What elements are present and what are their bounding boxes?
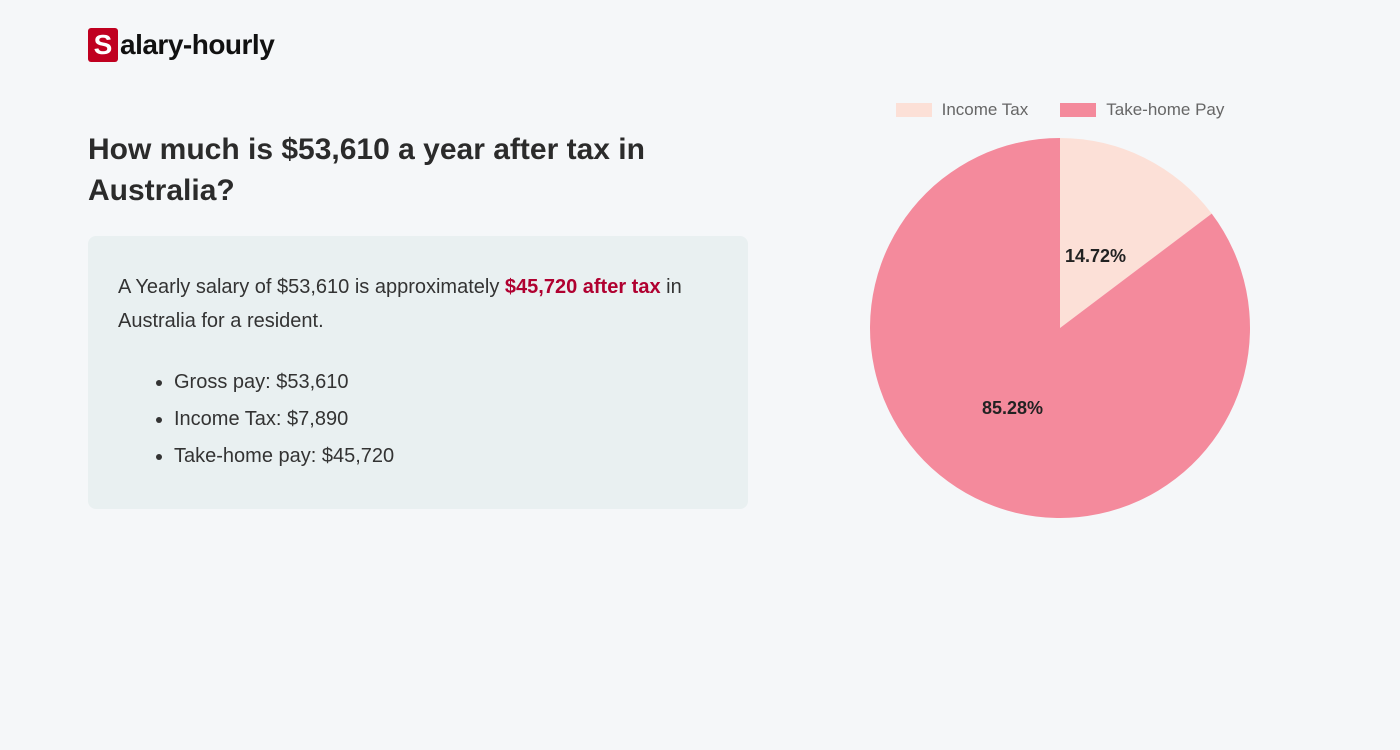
legend-swatch xyxy=(896,103,932,117)
pie-chart: 14.72% 85.28% xyxy=(870,138,1250,518)
list-item: Income Tax: $7,890 xyxy=(174,401,718,438)
summary-highlight: $45,720 after tax xyxy=(505,276,661,298)
list-item: Gross pay: $53,610 xyxy=(174,364,718,401)
legend-label: Take-home Pay xyxy=(1106,100,1224,120)
page-title: How much is $53,610 a year after tax in … xyxy=(88,130,708,211)
chart-legend: Income Tax Take-home Pay xyxy=(850,100,1270,120)
legend-swatch xyxy=(1060,103,1096,117)
summary-text: A Yearly salary of $53,610 is approximat… xyxy=(118,270,718,338)
legend-item-take-home: Take-home Pay xyxy=(1060,100,1224,120)
summary-box: A Yearly salary of $53,610 is approximat… xyxy=(88,236,748,509)
slice-label-income-tax: 14.72% xyxy=(1065,246,1126,267)
logo-icon: S xyxy=(88,28,118,62)
summary-list: Gross pay: $53,610 Income Tax: $7,890 Ta… xyxy=(174,364,718,475)
summary-before: A Yearly salary of $53,610 is approximat… xyxy=(118,276,505,298)
pie-svg xyxy=(870,138,1250,518)
site-logo: S alary-hourly xyxy=(88,28,274,62)
legend-label: Income Tax xyxy=(942,100,1029,120)
pie-chart-container: Income Tax Take-home Pay 14.72% 85.28% xyxy=(850,100,1270,518)
logo-text: alary-hourly xyxy=(120,29,274,61)
legend-item-income-tax: Income Tax xyxy=(896,100,1029,120)
slice-label-take-home: 85.28% xyxy=(982,398,1043,419)
list-item: Take-home pay: $45,720 xyxy=(174,438,718,475)
